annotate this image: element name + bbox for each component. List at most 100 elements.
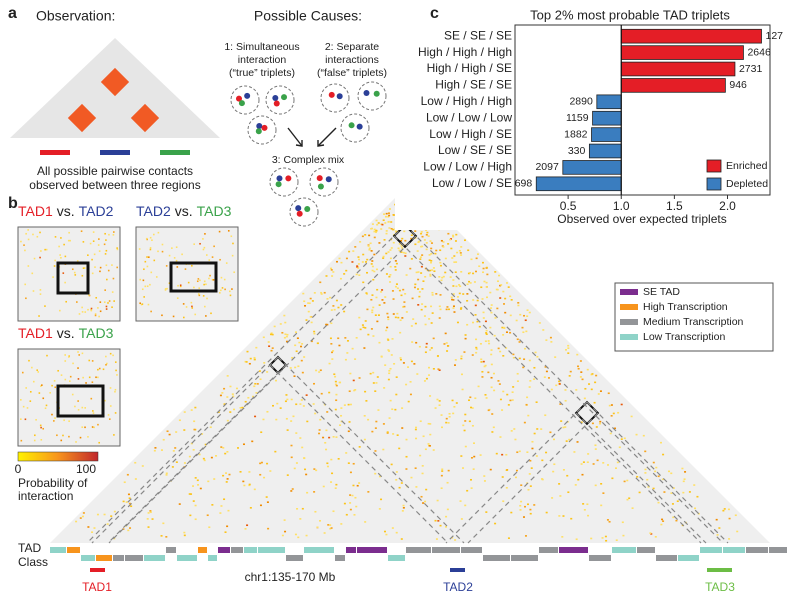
heat-pixel	[490, 349, 493, 351]
tad-segment	[700, 547, 722, 553]
heat-pixel	[302, 405, 305, 407]
heat-pixel	[594, 448, 597, 450]
heat-pixel	[454, 240, 457, 242]
heat-pixel	[140, 303, 143, 306]
heat-pixel	[487, 371, 490, 374]
heat-pixel	[207, 480, 210, 483]
locus	[238, 100, 245, 107]
count-label: 2890	[569, 96, 593, 108]
heat-pixel	[386, 312, 389, 315]
heat-pixel	[630, 415, 633, 418]
heat-pixel	[44, 407, 47, 410]
heat-pixel	[178, 419, 181, 422]
heat-pixel	[42, 427, 45, 430]
heat-pixel	[512, 353, 515, 356]
heat-pixel	[39, 289, 42, 291]
heat-pixel	[581, 473, 584, 476]
heat-pixel	[203, 280, 206, 283]
heat-pixel	[372, 306, 375, 309]
heat-pixel	[63, 419, 65, 422]
heat-pixel	[672, 516, 675, 519]
heat-pixel	[290, 490, 293, 492]
heat-pixel	[35, 418, 37, 421]
heat-pixel	[39, 256, 41, 259]
heat-pixel	[536, 355, 539, 358]
legend-label: Depleted	[726, 178, 768, 190]
heat-pixel	[502, 290, 505, 293]
heat-pixel	[392, 214, 395, 216]
heat-pixel	[208, 259, 211, 261]
heat-pixel	[27, 265, 30, 267]
heat-pixel	[354, 246, 357, 248]
heat-pixel	[57, 369, 59, 372]
highlight-diamond	[574, 400, 600, 426]
guide-line	[393, 235, 702, 544]
heat-pixel	[227, 230, 230, 232]
heat-pixel	[445, 421, 448, 424]
heat-pixel	[38, 315, 40, 317]
heat-pixel	[102, 368, 105, 371]
heat-pixel	[112, 234, 115, 236]
heat-pixel	[614, 427, 617, 430]
heat-pixel	[84, 426, 86, 429]
heat-pixel	[266, 371, 269, 373]
heat-pixel	[432, 337, 435, 340]
heat-pixel	[353, 389, 356, 392]
heat-pixel	[162, 522, 165, 525]
heat-pixel	[401, 306, 404, 308]
pair-word: TAD1	[18, 325, 53, 341]
heat-pixel	[198, 294, 201, 297]
heat-pixel	[297, 365, 300, 368]
heat-pixel	[414, 428, 417, 431]
heat-pixel	[453, 311, 456, 313]
heat-pixel	[153, 449, 156, 452]
heat-pixel	[382, 257, 385, 259]
tad-segment	[177, 555, 197, 561]
heat-pixel	[263, 476, 266, 479]
locus	[244, 92, 251, 99]
heat-pixel	[276, 402, 279, 405]
heat-pixel	[371, 430, 374, 433]
heat-pixel	[482, 360, 485, 363]
heat-pixel	[165, 536, 168, 538]
heat-pixel	[388, 227, 391, 229]
cause-text: interactions	[325, 54, 379, 66]
heat-pixel	[440, 414, 443, 416]
heat-pixel	[520, 500, 523, 503]
heat-pixel	[357, 267, 360, 269]
heat-pixel	[388, 208, 391, 210]
heat-pixel	[375, 296, 378, 299]
heat-pixel	[183, 316, 185, 319]
heat-pixel	[356, 265, 359, 267]
heat-pixel	[446, 350, 449, 352]
heat-pixel	[376, 376, 379, 378]
heat-pixel	[401, 317, 404, 319]
locus	[295, 205, 302, 212]
heat-pixel	[295, 462, 298, 464]
heat-pixel	[496, 307, 499, 310]
heat-pixel	[374, 390, 377, 392]
heat-pixel	[697, 512, 700, 515]
heat-pixel	[208, 277, 210, 280]
heat-pixel	[464, 504, 467, 507]
heat-pixel	[429, 349, 432, 351]
heat-pixel	[734, 514, 737, 517]
heat-pixel	[298, 341, 301, 344]
heat-pixel	[332, 305, 335, 307]
heat-pixel	[483, 475, 486, 477]
heat-pixel	[407, 366, 410, 368]
heat-pixel	[116, 266, 119, 269]
heat-pixel	[579, 360, 582, 362]
heat-pixel	[323, 532, 326, 534]
heat-pixel	[313, 332, 316, 335]
heat-pixel	[113, 231, 115, 233]
heat-pixel	[284, 400, 287, 403]
heat-pixel	[516, 451, 519, 454]
heat-pixel	[332, 436, 335, 438]
heat-pixel	[325, 323, 328, 326]
heat-pixel	[175, 246, 178, 249]
heat-pixel	[468, 420, 471, 423]
heat-pixel	[447, 232, 450, 235]
heat-pixel	[418, 295, 421, 298]
heat-pixel	[108, 418, 111, 420]
